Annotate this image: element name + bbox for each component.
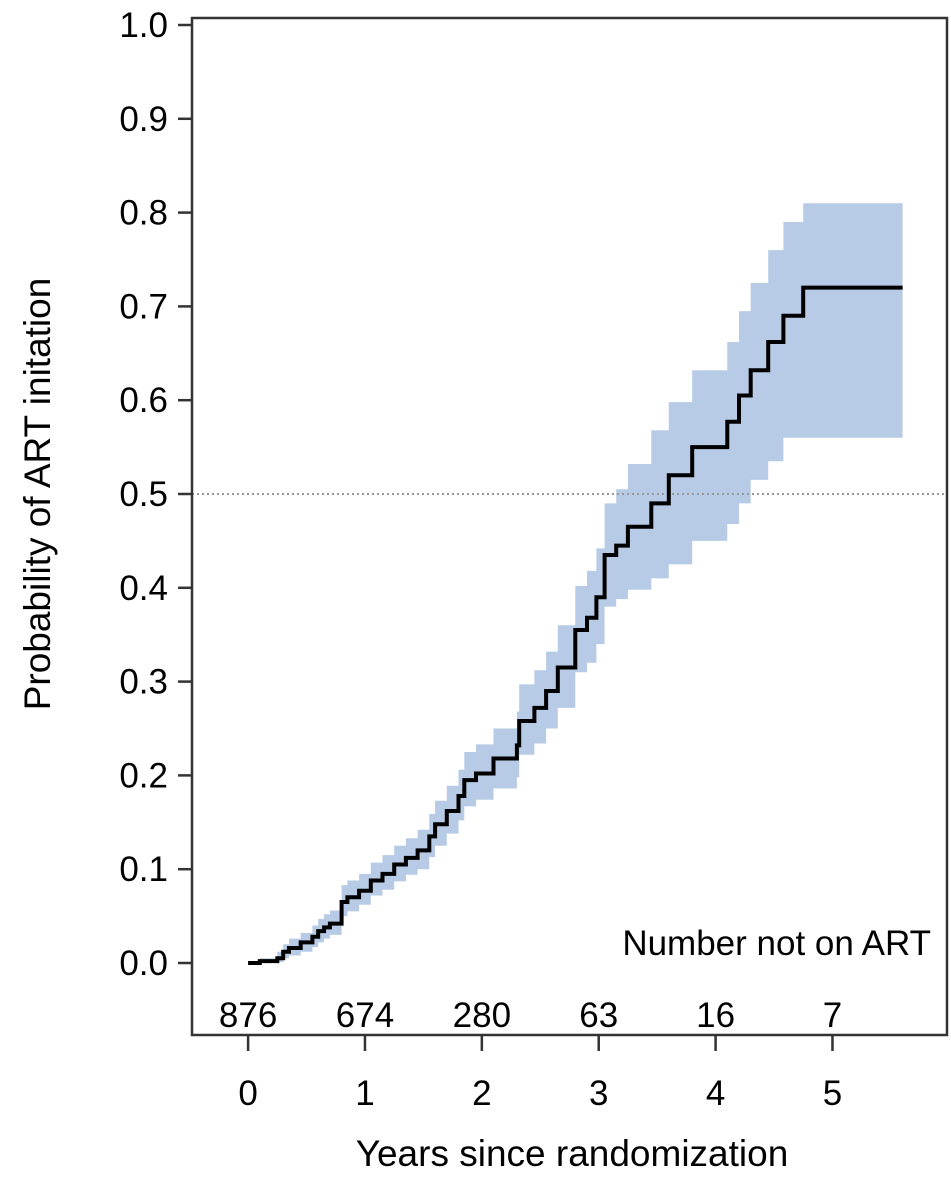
y-tick-label: 0.1 bbox=[119, 850, 168, 889]
y-tick-label: 0.0 bbox=[119, 944, 168, 983]
x-axis-label: Years since randomization bbox=[356, 1133, 789, 1174]
x-tick-label: 4 bbox=[706, 1074, 725, 1113]
y-tick-label: 0.4 bbox=[119, 569, 168, 608]
y-tick-label: 0.2 bbox=[119, 756, 168, 795]
survival-line-layer bbox=[248, 285, 903, 965]
y-axis: 0.0 0.1 0.2 0.3 0.4 0.5 0.6 0.7 0.8 0.9 1.0 bbox=[119, 6, 192, 983]
risk-table: Number not on ART 876 674 280 63 16 7 bbox=[219, 924, 931, 1035]
y-tick-label: 0.5 bbox=[119, 475, 168, 514]
x-tick-label: 3 bbox=[589, 1074, 608, 1113]
ci-band bbox=[248, 203, 903, 963]
survival-step-line bbox=[248, 285, 903, 965]
plot-frame bbox=[190, 16, 949, 1037]
x-tick-label: 1 bbox=[355, 1074, 374, 1113]
y-tick-label: 0.7 bbox=[119, 287, 168, 326]
x-axis: 0 1 2 3 4 5 bbox=[238, 1035, 842, 1113]
risk-count: 876 bbox=[219, 996, 277, 1035]
x-tick-label: 5 bbox=[823, 1074, 842, 1113]
risk-table-title: Number not on ART bbox=[622, 924, 931, 963]
y-tick-label: 0.3 bbox=[119, 663, 168, 702]
x-tick-label: 0 bbox=[238, 1074, 257, 1113]
y-tick-label: 0.8 bbox=[119, 194, 168, 233]
risk-count: 7 bbox=[823, 996, 842, 1035]
risk-count: 280 bbox=[453, 996, 511, 1035]
y-tick-label: 0.6 bbox=[119, 381, 168, 420]
risk-count: 674 bbox=[336, 996, 394, 1035]
y-axis-label: Probability of ART initation bbox=[17, 278, 58, 711]
y-tick-label: 1.0 bbox=[119, 6, 168, 45]
ci-band-layer bbox=[248, 203, 903, 963]
plot-frame-layer bbox=[190, 16, 949, 1037]
x-tick-label: 2 bbox=[472, 1074, 491, 1113]
y-tick-label: 0.9 bbox=[119, 100, 168, 139]
risk-count: 63 bbox=[579, 996, 618, 1035]
risk-count: 16 bbox=[696, 996, 735, 1035]
